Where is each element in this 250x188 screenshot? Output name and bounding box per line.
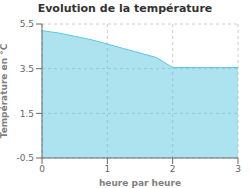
svg-text:0: 0	[39, 164, 45, 174]
svg-text:3.5: 3.5	[20, 64, 34, 74]
svg-text:2: 2	[170, 164, 176, 174]
html-text:Evolution de la température: Evolution de la température	[37, 2, 213, 15]
svg-text:1: 1	[104, 164, 110, 174]
svg-text:3: 3	[235, 164, 241, 174]
svg-text:1.5: 1.5	[20, 109, 34, 119]
svg-text:-0.5: -0.5	[16, 153, 34, 163]
svg-text:5.5: 5.5	[20, 19, 34, 29]
svg-text:Température en °C: Température en °C	[8, 43, 9, 138]
svg-text:heure par heure: heure par heure	[99, 178, 181, 188]
